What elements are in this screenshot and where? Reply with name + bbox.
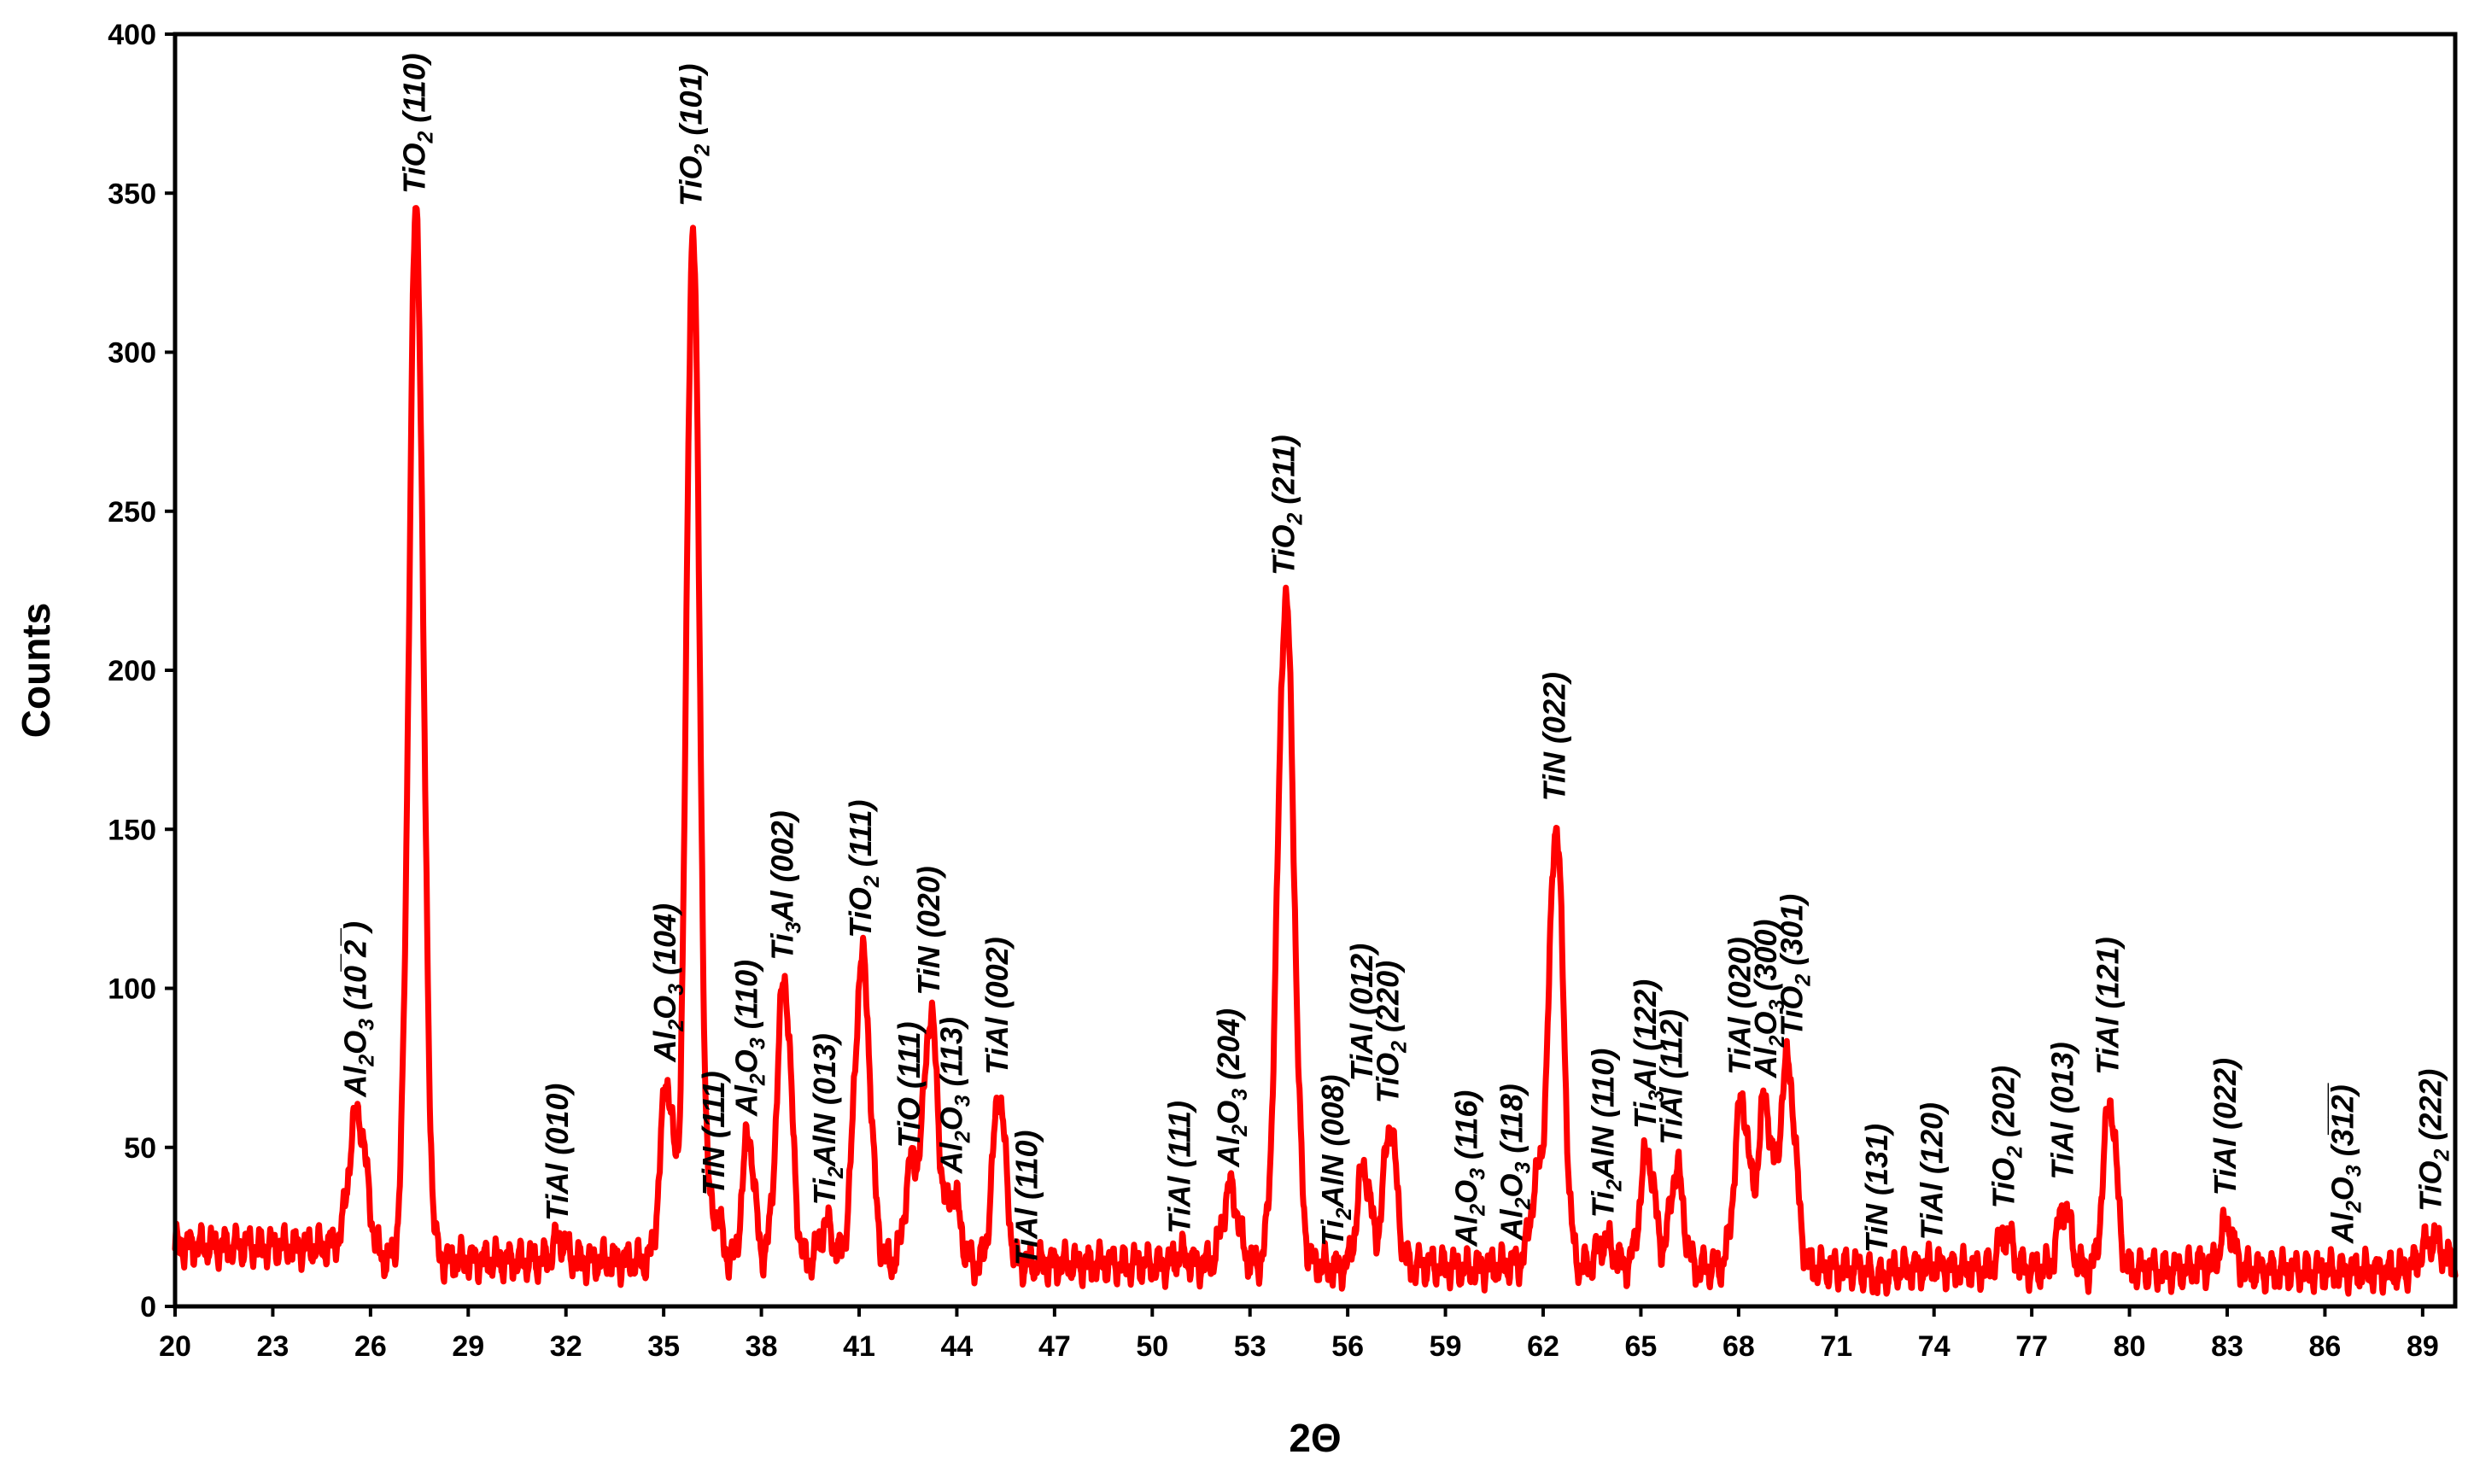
x-tick-label: 86 [2309,1330,2342,1363]
x-tick-label: 20 [159,1330,191,1363]
peak-label: TiO2 (220) [1371,961,1412,1103]
x-tick-label: 62 [1527,1330,1559,1363]
peak-label: Al2O3 (116) [1448,1090,1489,1247]
plot-frame [173,32,2458,1309]
peak-label: TiN (020) [911,866,946,995]
peak-label: Al2O3 (113) [934,1017,975,1174]
peak-label: TiN (131) [1859,1124,1894,1253]
peak-label: TiAl (022) [2208,1058,2243,1195]
peak-label: TiO (111) [892,1021,927,1148]
x-tick-label: 44 [941,1330,974,1363]
y-tick-label: 0 [140,1291,156,1323]
tick-marks [165,32,2424,1317]
x-tick-label: 77 [2015,1330,2048,1363]
x-tick-label: 89 [2407,1330,2439,1363]
x-tick-label: 47 [1038,1330,1071,1363]
peak-label: TiO2 (222) [2413,1069,2454,1212]
peak-label: TiAl (111) [1162,1101,1197,1234]
y-tick-label: 300 [108,337,156,370]
x-tick-label: 23 [257,1330,290,1363]
peak-label: TiO2 (202) [1986,1066,2027,1208]
x-tick-label: 74 [1918,1330,1951,1363]
x-tick-label: 83 [2211,1330,2243,1363]
x-tick-label: 32 [550,1330,582,1363]
peak-label: TiAl (020) [1722,937,1758,1074]
peak-label: TiAl (010) [540,1084,575,1221]
peak-label: TiO2 (101) [674,64,715,207]
x-tick-label: 50 [1136,1330,1168,1363]
peak-label: TiAl (012) [1344,944,1379,1081]
x-tick-label: 53 [1234,1330,1266,1363]
peak-label: TiAl (121) [2091,937,2126,1074]
peak-label: Ti2AlN (013) [807,1033,848,1205]
peak-label: TiO2 (211) [1266,435,1307,575]
y-tick-label: 150 [108,814,156,846]
x-axis-title: 2Θ [1289,1416,1341,1460]
x-tick-label: 80 [2114,1330,2146,1363]
x-tick-label: 65 [1625,1330,1658,1363]
peak-annotations: Al2O3 (10̅ 2̅ ) TiO2 (110) TiAl (010) Al2O3… [338,53,2454,1265]
peak-label: Ti3Al (122) [1628,979,1669,1129]
peak-label: Ti2AlN (110) [1586,1049,1627,1218]
y-tick-labels: 0 50 100 150 200 250 300 350 400 [108,19,156,1323]
x-tick-label: 71 [1820,1330,1852,1363]
x-tick-label: 29 [452,1330,484,1363]
x-tick-label: 59 [1430,1330,1462,1363]
x-tick-label: 26 [354,1330,387,1363]
y-tick-label: 250 [108,496,156,529]
y-axis-title: Counts [14,603,58,738]
peak-label: TiN (022) [1536,672,1571,801]
y-tick-label: 350 [108,178,156,210]
peak-label: Al2O3 (110) [728,960,769,1117]
plot-series [172,205,2459,1297]
xrd-pattern-line [172,205,2459,1297]
peak-label: TiAl (112) [1654,1009,1689,1145]
y-tick-label: 200 [108,655,156,687]
peak-label: Al2O3 (118) [1494,1084,1535,1241]
peak-label: Al2O3 (204) [1211,1008,1252,1168]
peak-label: TiAl (013) [2044,1042,2079,1179]
x-tick-label: 41 [843,1330,875,1363]
peak-label: Al2O3 (10̅ 2̅ ) [338,921,379,1098]
peak-label: TiO2 (301) [1775,894,1816,1037]
peak-label: TiO2 (110) [396,53,437,194]
peak-label: Al2O3 (300) [1748,920,1789,1079]
x-tick-labels: 20 23 26 29 32 35 38 41 44 47 50 53 56 59 62 65 68 71 74 77… [159,1330,2439,1363]
peak-label: TiAl (002) [980,937,1015,1074]
peak-label: TiN (111) [696,1071,731,1195]
peak-label: Ti2AlN (008) [1315,1075,1356,1247]
peak-label: Ti3Al (002) [764,810,805,960]
y-tick-label: 50 [124,1132,156,1165]
peak-label: Al2O3 (104) [647,903,688,1063]
y-tick-label: 400 [108,19,156,51]
peak-label: TiO2 (111) [843,800,884,938]
x-tick-label: 56 [1331,1330,1364,1363]
peak-label: Al2O3 (3̅1̅2̅) [2325,1083,2366,1244]
peak-label: TiAl (120) [1915,1102,1950,1240]
x-tick-label: 35 [647,1330,680,1363]
y-tick-label: 100 [108,973,156,1006]
x-tick-label: 68 [1722,1330,1755,1363]
x-tick-label: 38 [746,1330,778,1363]
peak-label: TiAl (110) [1009,1130,1044,1265]
